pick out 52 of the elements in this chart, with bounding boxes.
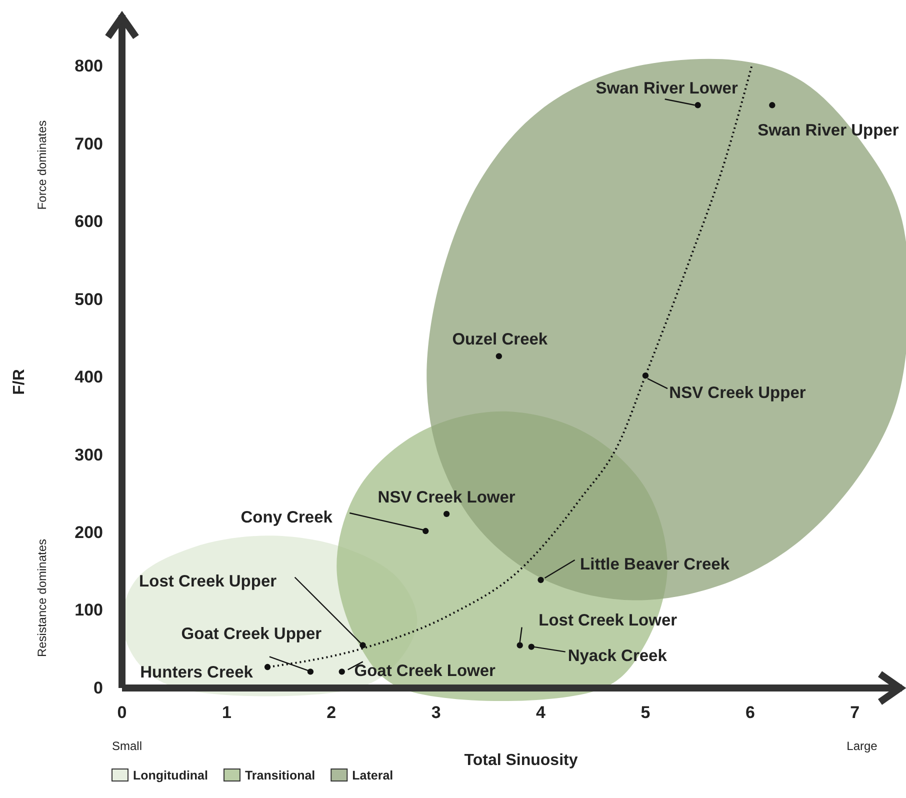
text: Cony Creek xyxy=(240,508,334,526)
legend-label: Transitional xyxy=(244,768,316,782)
point xyxy=(496,353,502,360)
series-label: Goat Creek Lower xyxy=(354,662,496,680)
point xyxy=(422,528,429,534)
x-axis-title: Total Sinuosity xyxy=(464,752,578,769)
legend-label: NSV Creek Upper xyxy=(669,384,806,402)
x-tick-label: 1 xyxy=(222,703,232,722)
text: Resistance dominates xyxy=(35,538,49,658)
text: Small xyxy=(112,739,142,753)
point xyxy=(516,642,523,648)
legend-label: Nyack Creek xyxy=(568,647,668,666)
point xyxy=(443,510,450,518)
x-tick-label: 0 xyxy=(117,703,127,722)
y-tick-label: 700 xyxy=(74,134,103,154)
point xyxy=(360,642,366,648)
x-tick-label: 7 xyxy=(850,703,860,722)
x-tick-label: 4 xyxy=(536,703,546,722)
series-label: Swan River Upper xyxy=(758,122,900,140)
y-tick-label: 0 xyxy=(94,678,103,698)
x-tick-label: 6 xyxy=(745,703,755,722)
point xyxy=(528,644,534,650)
point xyxy=(538,576,544,584)
y-tick-label: 100 xyxy=(74,600,103,620)
series-label: NSV Creek Lower xyxy=(378,488,516,506)
series-label: Hunters Creek xyxy=(140,663,254,682)
y-tick-label: 600 xyxy=(74,212,103,232)
point xyxy=(338,668,345,675)
x-tick-label: 3 xyxy=(431,703,441,722)
legend-label: Lateral xyxy=(352,768,394,782)
y-tick-label: 800 xyxy=(74,56,103,76)
point xyxy=(307,668,314,675)
y-tick-label: 200 xyxy=(74,523,103,542)
point xyxy=(642,372,649,379)
x-tick-label: 5 xyxy=(640,703,650,722)
x-tick-label: 2 xyxy=(326,703,336,722)
series-label: Lost Creek Lower xyxy=(538,612,678,630)
series-label: Swan River Lower xyxy=(596,80,738,98)
series-label: Goat Creek Upper xyxy=(181,625,322,644)
point xyxy=(769,102,776,108)
text: Lost Creek Upper xyxy=(139,572,278,591)
legend-label: Little Beaver Creek xyxy=(580,555,730,574)
y-axis-title: F/R xyxy=(11,368,28,395)
text: Large xyxy=(846,739,878,753)
point xyxy=(264,664,271,670)
legend-label: Longitudinal xyxy=(133,768,208,782)
y-tick-label: 400 xyxy=(74,368,103,387)
y-tick-label: 300 xyxy=(74,445,103,464)
y-tick-label: 500 xyxy=(74,290,103,309)
text: Force dominates xyxy=(35,120,49,210)
series-label: Ouzel Creek xyxy=(452,330,548,349)
point xyxy=(694,102,701,108)
